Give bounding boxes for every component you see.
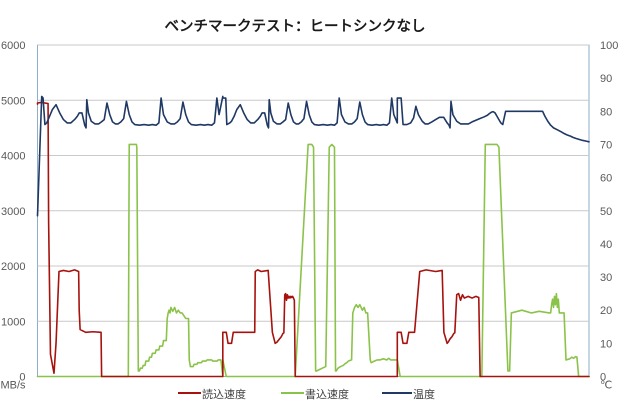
svg-text:80: 80 (600, 106, 612, 118)
svg-text:MB/s: MB/s (0, 380, 26, 392)
svg-text:90: 90 (600, 73, 612, 85)
svg-text:℃: ℃ (600, 380, 612, 392)
svg-text:50: 50 (600, 206, 612, 218)
svg-text:40: 40 (600, 239, 612, 251)
svg-text:6000: 6000 (1, 40, 25, 52)
svg-text:3000: 3000 (1, 206, 25, 218)
svg-text:20: 20 (600, 305, 612, 317)
svg-text:30: 30 (600, 272, 612, 284)
svg-text:70: 70 (600, 139, 612, 151)
svg-text:5000: 5000 (1, 95, 25, 107)
svg-text:2000: 2000 (1, 261, 25, 273)
svg-text:100: 100 (600, 40, 618, 52)
svg-text:60: 60 (600, 173, 612, 185)
svg-text:4000: 4000 (1, 151, 25, 163)
svg-text:10: 10 (600, 338, 612, 350)
svg-text:1000: 1000 (1, 316, 25, 328)
